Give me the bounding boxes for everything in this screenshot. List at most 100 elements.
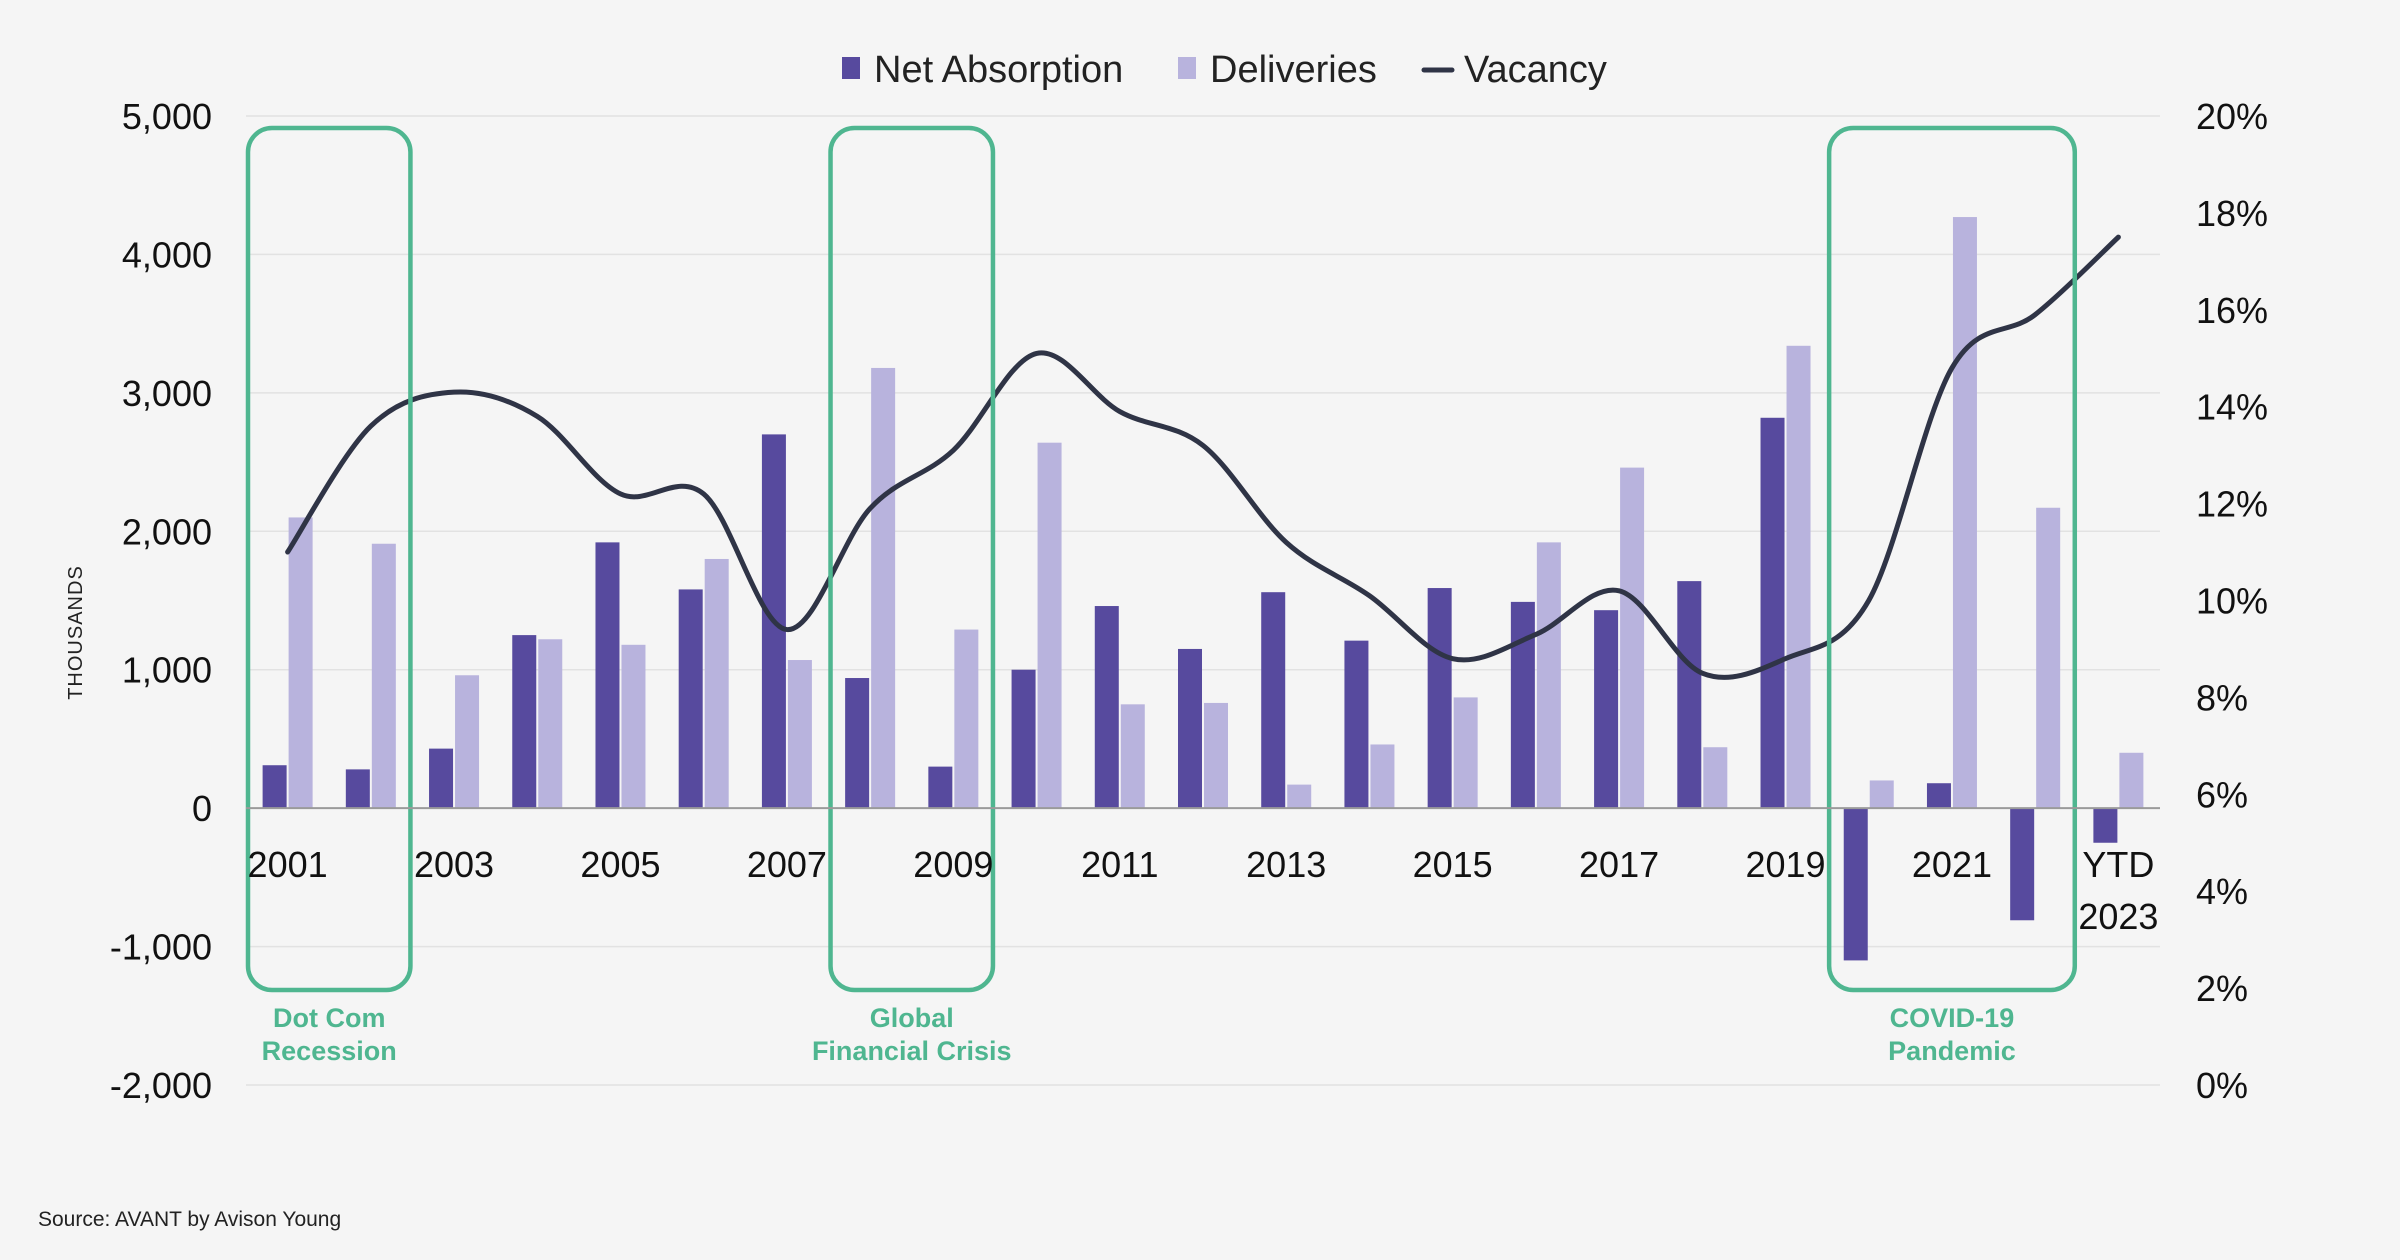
y-left-tick-label: 0 bbox=[192, 788, 212, 829]
x-tick-label: 2023 bbox=[2078, 896, 2158, 937]
y-left-tick-label: 2,000 bbox=[122, 511, 212, 552]
bar-net-absorption bbox=[1760, 417, 1785, 809]
bar-deliveries bbox=[1536, 542, 1561, 809]
bar-deliveries bbox=[787, 660, 812, 809]
bar-net-absorption bbox=[845, 678, 870, 809]
bar-net-absorption bbox=[1178, 648, 1202, 809]
y-right-tick-label: 0% bbox=[2196, 1065, 2248, 1106]
bar-net-absorption bbox=[1843, 808, 1868, 961]
bar-deliveries bbox=[1287, 784, 1312, 809]
y-left-tick-label: 1,000 bbox=[122, 650, 212, 691]
bar-net-absorption bbox=[345, 769, 370, 809]
bars bbox=[262, 217, 2144, 961]
bar-deliveries bbox=[1370, 744, 1395, 809]
bar-deliveries bbox=[455, 675, 480, 809]
y-left-axis-title: THOUSANDS bbox=[65, 565, 87, 700]
gridlines bbox=[246, 115, 2160, 1086]
vacancy-line-layer bbox=[285, 234, 2121, 680]
y-left-tick-label: -1,000 bbox=[110, 927, 212, 968]
bar-net-absorption bbox=[1344, 640, 1369, 809]
legend-swatch-net-absorption bbox=[842, 57, 860, 79]
source-note: Source: AVANT by Avison Young bbox=[38, 1208, 341, 1231]
bar-net-absorption bbox=[429, 748, 454, 809]
bar-net-absorption bbox=[928, 766, 953, 809]
bar-net-absorption bbox=[1011, 669, 1036, 809]
bar-deliveries bbox=[1204, 702, 1228, 809]
bar-net-absorption bbox=[1094, 606, 1119, 809]
bar-net-absorption bbox=[678, 589, 703, 809]
y-right-tick-label: 8% bbox=[2196, 677, 2248, 718]
bar-net-absorption bbox=[2093, 808, 2118, 843]
annotation-box bbox=[1826, 125, 2078, 993]
y-right-tick-label: 10% bbox=[2196, 581, 2268, 622]
bar-deliveries bbox=[1037, 442, 1062, 809]
annotation-label: Global bbox=[870, 1003, 954, 1033]
bar-net-absorption bbox=[1427, 588, 1452, 809]
bar-deliveries bbox=[954, 629, 979, 809]
y-right-tick-label: 16% bbox=[2196, 290, 2268, 331]
bar-deliveries bbox=[1703, 747, 1728, 809]
annotation-label: Dot Com bbox=[273, 1003, 385, 1033]
annotation-label: COVID-19 bbox=[1890, 1003, 2015, 1033]
bar-deliveries bbox=[2036, 507, 2061, 809]
y-right-tick-label: 2% bbox=[2196, 968, 2248, 1009]
y-left-tick-label: 4,000 bbox=[122, 234, 212, 275]
bar-deliveries bbox=[288, 517, 313, 809]
x-tick-label: 2007 bbox=[747, 844, 827, 885]
bar-deliveries bbox=[1120, 704, 1145, 809]
y-left-tick-label: 3,000 bbox=[122, 373, 212, 414]
legend-label-net-absorption: Net Absorption bbox=[874, 49, 1123, 91]
x-tick-label: 2005 bbox=[580, 844, 660, 885]
y-right-tick-label: 20% bbox=[2196, 96, 2268, 137]
legend: Net Absorption Deliveries Vacancy bbox=[842, 49, 1607, 91]
bar-deliveries bbox=[704, 558, 729, 809]
bar-deliveries bbox=[538, 639, 563, 809]
y-right-tick-label: 12% bbox=[2196, 484, 2268, 525]
y-right-tick-label: 18% bbox=[2196, 193, 2268, 234]
bar-net-absorption bbox=[1677, 581, 1702, 809]
y-left-tick-label: -2,000 bbox=[110, 1065, 212, 1106]
bar-deliveries bbox=[621, 644, 646, 809]
annotation-label: Financial Crisis bbox=[812, 1036, 1012, 1066]
x-tick-label: 2013 bbox=[1246, 844, 1326, 885]
y-right-tick-label: 14% bbox=[2196, 387, 2268, 428]
bar-net-absorption bbox=[595, 542, 620, 809]
bar-net-absorption bbox=[1594, 610, 1619, 809]
annotation-label: Recession bbox=[262, 1036, 397, 1066]
axes: 5,000 4,000 3,000 2,000 1,000 0 -1,000 -2,000 20… bbox=[65, 96, 2268, 1106]
y-left-tick-label: 5,000 bbox=[122, 96, 212, 137]
x-tick-label: 2009 bbox=[913, 844, 993, 885]
vacancy-line bbox=[285, 234, 2121, 680]
bar-deliveries bbox=[2119, 752, 2144, 809]
bar-deliveries bbox=[871, 367, 896, 809]
bar-net-absorption bbox=[1510, 601, 1535, 809]
x-tick-label: YTD bbox=[2082, 844, 2154, 885]
annotation-box bbox=[245, 125, 413, 993]
annotation-box bbox=[828, 125, 996, 993]
y-right-tick-label: 6% bbox=[2196, 774, 2248, 815]
x-tick-label: 2001 bbox=[248, 844, 328, 885]
legend-label-deliveries: Deliveries bbox=[1210, 49, 1377, 91]
bar-deliveries bbox=[1620, 467, 1645, 809]
bar-net-absorption bbox=[2010, 808, 2035, 921]
legend-label-vacancy: Vacancy bbox=[1464, 49, 1607, 91]
x-tick-label: 2015 bbox=[1413, 844, 1493, 885]
bar-net-absorption bbox=[512, 635, 537, 809]
bar-deliveries bbox=[1952, 217, 1977, 809]
bar-deliveries bbox=[1869, 780, 1894, 809]
bar-deliveries bbox=[1786, 345, 1811, 809]
bar-net-absorption bbox=[1261, 592, 1286, 809]
x-tick-label: 2021 bbox=[1912, 844, 1992, 885]
x-tick-label: 2017 bbox=[1579, 844, 1659, 885]
bar-net-absorption bbox=[1926, 783, 1951, 809]
x-tick-label: 2011 bbox=[1081, 844, 1158, 885]
bar-deliveries bbox=[1453, 697, 1478, 809]
annotation-label: Pandemic bbox=[1888, 1036, 2016, 1066]
y-right-tick-label: 4% bbox=[2196, 871, 2248, 912]
x-tick-label: 2019 bbox=[1745, 844, 1825, 885]
bar-net-absorption bbox=[262, 765, 287, 809]
bar-deliveries bbox=[371, 543, 396, 809]
